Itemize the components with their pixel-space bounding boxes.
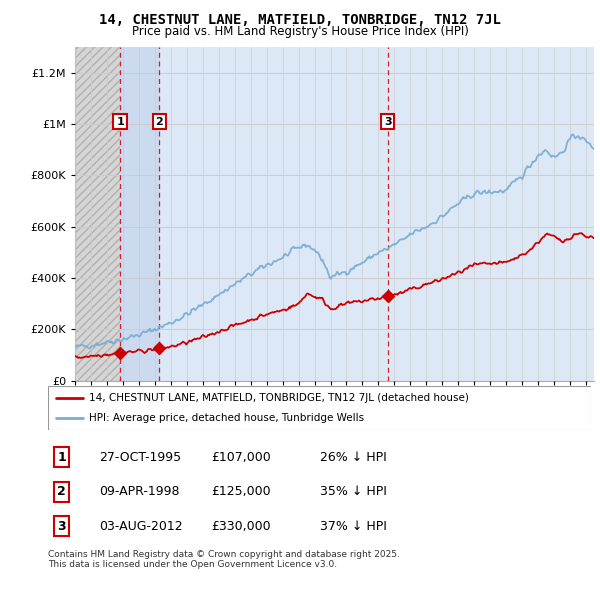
Text: 03-AUG-2012: 03-AUG-2012 [100,520,183,533]
Text: 09-APR-1998: 09-APR-1998 [100,485,180,498]
Text: 27-OCT-1995: 27-OCT-1995 [100,451,182,464]
Text: 3: 3 [57,520,66,533]
Text: 26% ↓ HPI: 26% ↓ HPI [320,451,386,464]
Text: 14, CHESTNUT LANE, MATFIELD, TONBRIDGE, TN12 7JL (detached house): 14, CHESTNUT LANE, MATFIELD, TONBRIDGE, … [89,393,469,403]
Text: Price paid vs. HM Land Registry's House Price Index (HPI): Price paid vs. HM Land Registry's House … [131,25,469,38]
Text: HPI: Average price, detached house, Tunbridge Wells: HPI: Average price, detached house, Tunb… [89,413,364,423]
Bar [75,47,120,381]
Text: 14, CHESTNUT LANE, MATFIELD, TONBRIDGE, TN12 7JL: 14, CHESTNUT LANE, MATFIELD, TONBRIDGE, … [99,13,501,27]
Text: £330,000: £330,000 [211,520,271,533]
Text: £107,000: £107,000 [211,451,271,464]
Bar [75,47,120,381]
Text: 1: 1 [57,451,66,464]
Text: 35% ↓ HPI: 35% ↓ HPI [320,485,386,498]
Text: Contains HM Land Registry data © Crown copyright and database right 2025.
This d: Contains HM Land Registry data © Crown c… [48,550,400,569]
Bar [120,47,159,381]
Text: 2: 2 [155,117,163,127]
Text: 1: 1 [116,117,124,127]
Text: 37% ↓ HPI: 37% ↓ HPI [320,520,386,533]
FancyBboxPatch shape [48,386,591,430]
Text: £125,000: £125,000 [211,485,271,498]
Text: 2: 2 [57,485,66,498]
Text: 3: 3 [384,117,392,127]
